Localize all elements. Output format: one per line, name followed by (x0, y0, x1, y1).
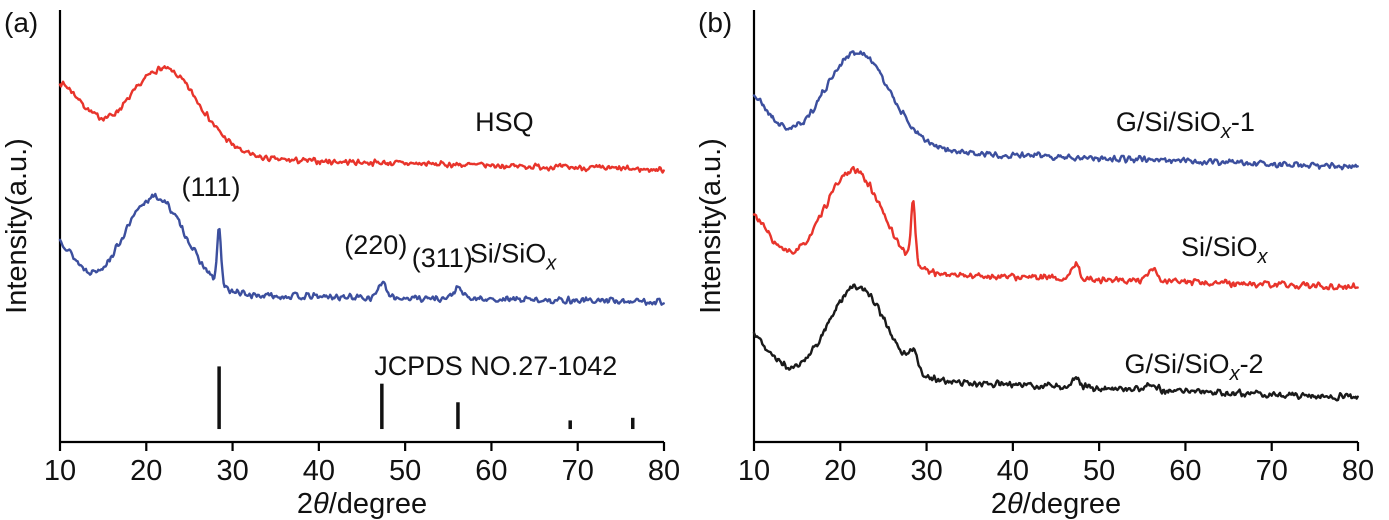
y-axis-label: Intensity(a.u.) (695, 138, 727, 314)
x-tick-label: 80 (1342, 455, 1374, 487)
x-tick-label: 70 (562, 455, 594, 487)
series-label: G/Si/SiOx-2 (1125, 349, 1264, 385)
x-axis-label: 2θ/degree (297, 488, 427, 520)
x-tick-label: 40 (303, 455, 335, 487)
xrd-curve-si-siox (58, 192, 665, 306)
panel-letter: (b) (698, 7, 732, 38)
x-tick-label: 10 (44, 455, 76, 487)
xrd-curve-hsq (58, 65, 665, 174)
xrd-panel-b: 10 20 30 40 50 60 70 80 2θ/degree Intensity(a.u.)… (695, 7, 1374, 520)
xrd-curve-si-siox (752, 165, 1359, 291)
x-tick-label: 70 (1256, 455, 1288, 487)
x-tick-label: 10 (738, 455, 770, 487)
x-tick-label: 80 (648, 455, 680, 487)
x-tick-label: 50 (389, 455, 421, 487)
panel-letter: (a) (4, 7, 38, 38)
x-tick-label: 20 (130, 455, 162, 487)
x-tick-label: 30 (216, 455, 248, 487)
peak-annotation: (220) (344, 230, 407, 260)
series-label: Si/SiOx (1181, 232, 1269, 268)
series-label: HSQ (475, 107, 534, 137)
xrd-curve-g-si-siox-1 (752, 50, 1359, 171)
series-label: Si/SiOx (470, 239, 558, 275)
y-axis-label: Intensity(a.u.) (1, 138, 33, 314)
jcpds-label: JCPDS NO.27-1042 (374, 351, 617, 381)
x-tick-label: 30 (910, 455, 942, 487)
xrd-panel-a: 10 20 30 40 50 60 70 80 2θ/degree Intensity(a.u.)… (1, 7, 680, 520)
x-tick-label: 20 (824, 455, 856, 487)
peak-annotation: (111) (181, 172, 240, 202)
x-tick-label: 60 (475, 455, 507, 487)
xrd-curve-g-si-siox-2 (752, 283, 1359, 402)
x-tick-label: 50 (1083, 455, 1115, 487)
series-label: G/Si/SiOx-1 (1116, 107, 1255, 143)
x-tick-label: 40 (997, 455, 1029, 487)
peak-annotation: (311) (412, 243, 473, 273)
x-tick-label: 60 (1169, 455, 1201, 487)
x-axis-label: 2θ/degree (991, 488, 1121, 520)
